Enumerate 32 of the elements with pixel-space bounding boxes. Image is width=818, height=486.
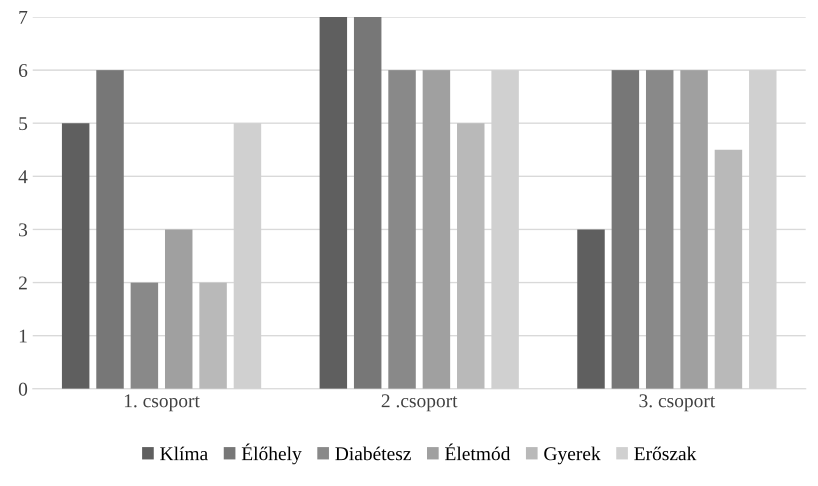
y-tick-label: 0 [18,382,28,396]
bar [320,17,348,389]
legend-label: Diabétesz [335,446,411,460]
legend-label: Klíma [160,446,208,460]
legend-label: Élőhely [242,443,302,464]
bar [388,70,416,389]
y-tick-label: 6 [18,64,28,78]
bar [457,123,484,389]
bar [354,17,382,389]
bar [199,282,227,389]
y-tick-label: 4 [18,170,28,184]
bar [714,150,742,389]
bar [646,70,674,389]
bar [422,70,450,389]
x-tick-label: 2 .csoport [382,394,458,412]
y-tick-label: 1 [20,330,27,342]
y-tick-label: 5 [19,117,28,130]
legend-label: Életmód [445,443,510,460]
bar [130,282,158,389]
x-tick-label: 1. csoport [124,394,200,412]
y-tick-label: 3 [19,223,28,236]
bar [612,70,640,389]
legend-label: Erőszak [634,446,696,460]
legend-label: Gyerek [544,446,601,464]
y-tick-label: 2 [18,276,27,290]
bar [680,70,708,389]
bar [164,229,192,389]
bar [96,70,124,389]
bar [62,123,90,389]
y-tick-label: 7 [19,11,28,24]
x-tick-label: 3. csoport [639,394,716,412]
bar [577,229,605,389]
